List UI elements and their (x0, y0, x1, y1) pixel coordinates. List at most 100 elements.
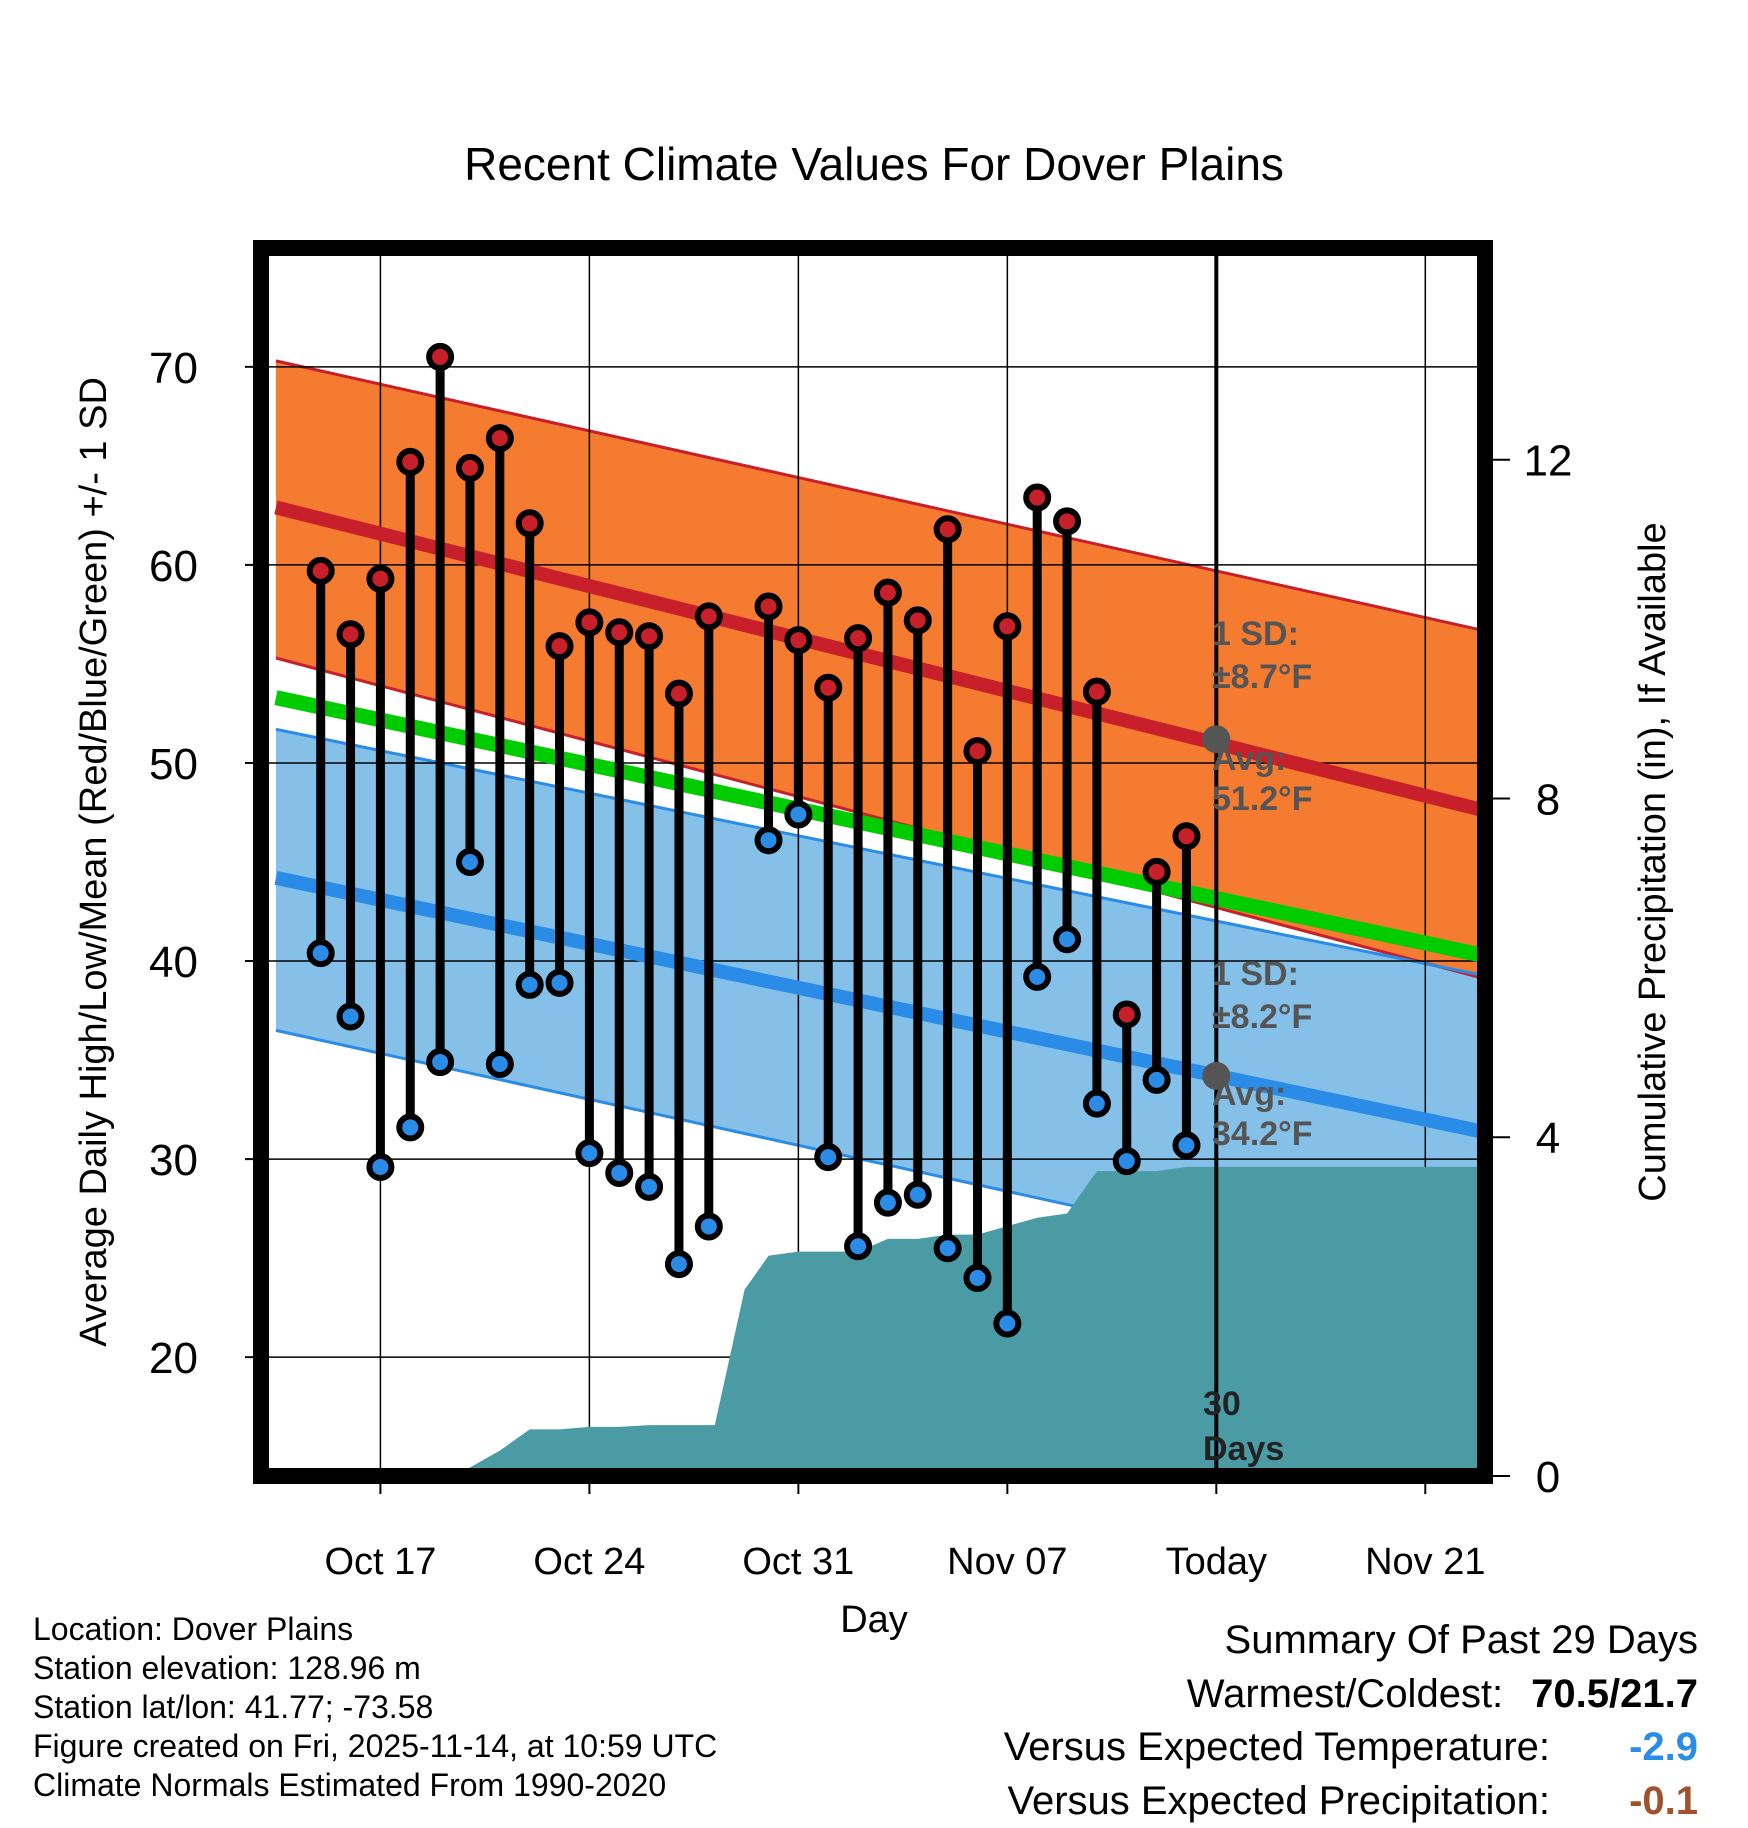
low-point (515, 970, 544, 999)
low-avg-label: Avg: (1212, 1075, 1286, 1113)
high-point (754, 592, 783, 621)
station-info: Location: Dover Plains Station elevation… (33, 1610, 717, 1805)
created-text: Figure created on Fri, 2025-11-14, at 10… (33, 1728, 718, 1764)
summary-title: Summary Of Past 29 Days (1224, 1618, 1698, 1662)
high-point (545, 632, 574, 661)
low-point (1172, 1131, 1201, 1160)
summary-panel: Summary Of Past 29 Days Warmest/Coldest:… (1004, 1615, 1698, 1828)
low-point (396, 1113, 425, 1142)
low-point (694, 1212, 723, 1241)
y-left-tick-label: 60 (149, 542, 198, 591)
high-point (485, 424, 514, 453)
low-avg-today-marker (1202, 1061, 1231, 1090)
high-point (903, 606, 932, 635)
x-tick-label: Oct 31 (742, 1541, 854, 1583)
y-right-tick-label: 4 (1536, 1114, 1560, 1163)
y-axis-label-right: Cumulative Precipitation (in), If Availa… (1632, 522, 1674, 1201)
high-point (1142, 857, 1171, 886)
high-band-upper-edge (275, 359, 1485, 633)
low-point (545, 968, 574, 997)
temp-anomaly-row: Versus Expected Temperature: -2.9 (1004, 1720, 1698, 1774)
high-point (426, 342, 455, 371)
y-left-tick-label: 20 (149, 1334, 198, 1383)
warmest-coldest-label: Warmest/Coldest: (1186, 1672, 1504, 1716)
y-right-tick-label: 12 (1524, 437, 1573, 486)
low-point (485, 1050, 514, 1079)
y-left-tick-label: 40 (149, 938, 198, 987)
temp-anomaly-value: -2.9 (1629, 1725, 1698, 1769)
latlon-text: Station lat/lon: 41.77; -73.58 (33, 1689, 434, 1725)
y-left-tick-label: 70 (149, 344, 198, 393)
high-point (455, 453, 484, 482)
high-point (336, 620, 365, 649)
warmest-coldest-value: 70.5/21.7 (1531, 1672, 1698, 1716)
low-point (903, 1180, 932, 1209)
y-left-tick-label: 30 (149, 1136, 198, 1185)
low-point (366, 1153, 395, 1182)
low-point (306, 939, 335, 968)
low-point (575, 1139, 604, 1168)
low-sd-value: ±8.2°F (1212, 998, 1312, 1036)
high-point (515, 509, 544, 538)
high-sd-value: ±8.7°F (1212, 658, 1312, 696)
x-axis-label: Day (840, 1599, 908, 1641)
elevation-text: Station elevation: 128.96 m (33, 1650, 421, 1686)
low-point (664, 1250, 693, 1279)
high-point (664, 679, 693, 708)
high-point (1023, 483, 1052, 512)
days-label-word: Days (1203, 1430, 1284, 1468)
y-left-tick-label: 50 (149, 740, 198, 789)
high-point (605, 618, 634, 647)
high-sd-label: 1 SD: (1212, 615, 1299, 653)
high-point (784, 626, 813, 655)
high-point (844, 624, 873, 653)
low-point (605, 1158, 634, 1187)
high-point (1112, 1000, 1141, 1029)
low-point (426, 1048, 455, 1077)
high-point (635, 622, 664, 651)
high-point (993, 612, 1022, 641)
precip-anomaly-row: Versus Expected Precipitation: -0.1 (1004, 1774, 1698, 1828)
high-point (366, 564, 395, 593)
x-tick-label: Nov 21 (1365, 1541, 1485, 1583)
high-avg-today-marker (1202, 725, 1231, 754)
high-point (814, 673, 843, 702)
high-point (933, 515, 962, 544)
low-point (635, 1172, 664, 1201)
chart-title: Recent Climate Values For Dover Plains (464, 138, 1284, 190)
y-right-tick-label: 8 (1536, 775, 1560, 824)
y-right-tick-label: 0 (1536, 1453, 1560, 1502)
high-point (1172, 822, 1201, 851)
low-point (1053, 925, 1082, 954)
x-tick-label: Oct 17 (324, 1541, 436, 1583)
high-avg-value: 51.2°F (1212, 780, 1313, 818)
low-point (1112, 1147, 1141, 1176)
low-point (784, 800, 813, 829)
precip-anomaly-value: -0.1 (1629, 1779, 1698, 1823)
low-point (873, 1188, 902, 1217)
low-point (814, 1143, 843, 1172)
high-avg-label: Avg: (1212, 740, 1286, 778)
low-point (1082, 1089, 1111, 1118)
temp-anomaly-label: Versus Expected Temperature: (1003, 1725, 1550, 1769)
low-point (1142, 1065, 1171, 1094)
low-point (844, 1232, 873, 1261)
normals-text: Climate Normals Estimated From 1990-2020 (33, 1767, 667, 1803)
low-point (1023, 962, 1052, 991)
low-sd-label: 1 SD: (1212, 955, 1299, 993)
x-tick-label: Oct 24 (533, 1541, 645, 1583)
high-point (575, 608, 604, 637)
y-axis-label-left: Average Daily High/Low/Mean (Red/Blue/Gr… (73, 377, 115, 1347)
high-point (396, 447, 425, 476)
high-point (1082, 677, 1111, 706)
high-point (306, 556, 335, 585)
low-point (993, 1309, 1022, 1338)
high-point (963, 737, 992, 766)
low-point (963, 1263, 992, 1292)
precip-area (261, 1166, 1485, 1476)
location-text: Location: Dover Plains (33, 1611, 354, 1647)
high-point (1053, 507, 1082, 536)
x-tick-label: Today (1166, 1541, 1267, 1583)
warmest-coldest-row: Warmest/Coldest: 70.5/21.7 (1004, 1668, 1698, 1720)
